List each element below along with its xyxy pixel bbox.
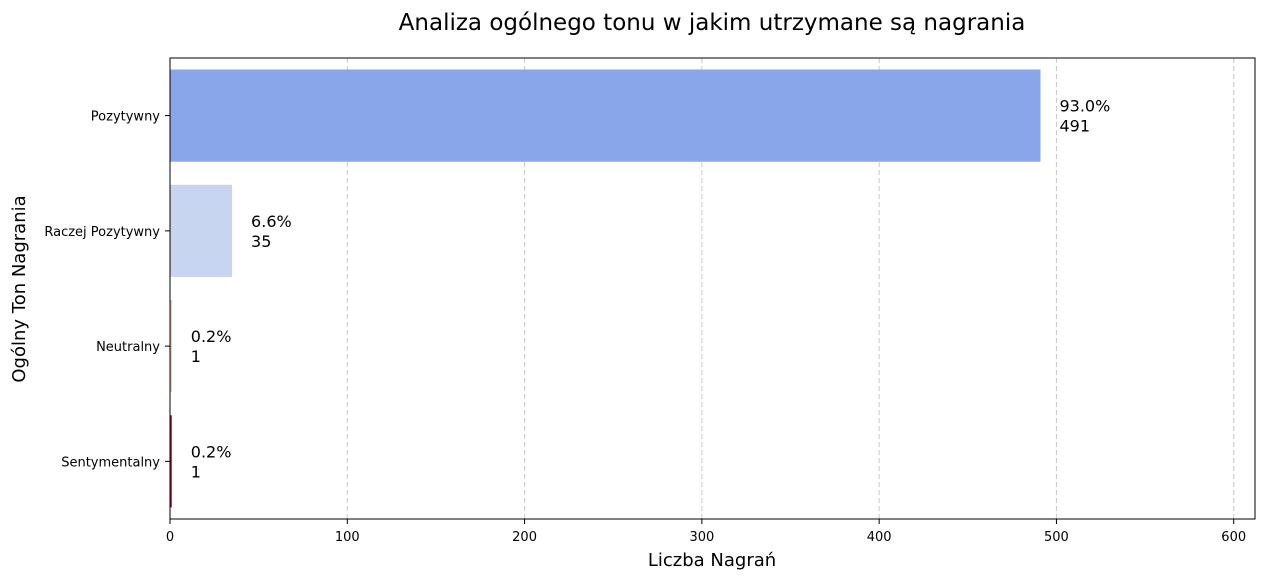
plot-frame	[169, 57, 1256, 520]
percent-label: 0.2%	[191, 442, 232, 461]
x-tick-label: 200	[512, 530, 537, 545]
x-tick-label: 600	[1221, 530, 1246, 545]
y-tick-label: Raczej Pozytywny	[44, 225, 160, 240]
y-tick-label: Sentymentalny	[61, 455, 160, 470]
bar	[170, 184, 233, 277]
percent-label: 0.2%	[191, 327, 232, 346]
x-tick-label: 0	[166, 530, 174, 545]
count-label: 1	[191, 462, 201, 481]
count-label: 1	[191, 347, 201, 366]
x-tick-label: 100	[335, 530, 360, 545]
percent-label: 93.0%	[1059, 97, 1110, 116]
x-axis-label: Liczba Nagrań	[648, 550, 776, 571]
bar	[170, 69, 1041, 162]
y-axis-label: Ogólny Ton Nagrania	[9, 195, 30, 382]
percent-label: 6.6%	[251, 212, 292, 231]
count-label: 491	[1059, 117, 1090, 136]
x-tick-label: 300	[689, 530, 714, 545]
x-tick-label: 400	[867, 530, 892, 545]
count-label: 35	[251, 232, 271, 251]
x-tick-label: 500	[1044, 530, 1069, 545]
bars	[170, 69, 1041, 508]
bar	[170, 415, 172, 508]
bar	[170, 300, 172, 393]
y-tick-label: Pozytywny	[91, 110, 161, 125]
x-axis-ticks: 0 100 200 300 400 500 600	[166, 519, 1246, 545]
y-axis-ticks: Pozytywny Raczej Pozytywny Neutralny Sentym…	[44, 110, 170, 470]
y-tick-label: Neutralny	[96, 340, 160, 355]
chart-title: Analiza ogólnego tonu w jakim utrzymane …	[399, 10, 1026, 36]
